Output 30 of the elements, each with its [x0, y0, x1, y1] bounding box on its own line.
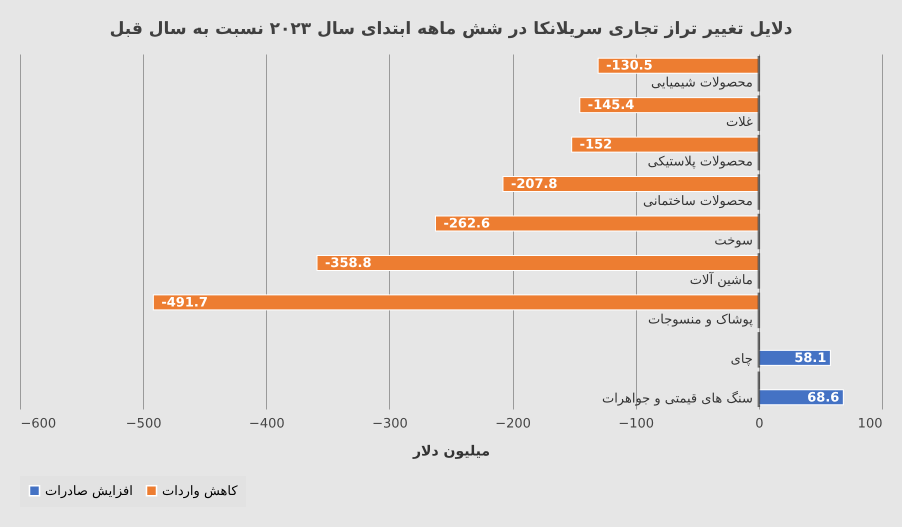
- x-tick-label: −100: [618, 416, 654, 432]
- y-tick-label: محصولات پلاستیکی: [648, 154, 753, 170]
- data-label: -262.6: [443, 216, 490, 232]
- y-tick-label: چای: [730, 352, 753, 367]
- legend-label: کاهش واردات: [162, 484, 238, 499]
- data-label: -152: [580, 138, 612, 153]
- y-tick-label: ماشین آلات: [690, 270, 753, 288]
- y-tick-label: غلات: [726, 115, 754, 130]
- data-label: -207.8: [510, 177, 558, 192]
- y-tick-label: سنگ های قیمتی و جواهرات: [602, 390, 753, 406]
- y-tick-label: محصولات شیمیایی: [651, 76, 753, 91]
- x-tick-label: 0: [755, 416, 764, 432]
- x-tick-label: 100: [858, 416, 882, 432]
- data-label: 68.6: [807, 390, 840, 406]
- x-axis-title: میلیون دلار: [412, 444, 490, 460]
- data-label: -491.7: [161, 295, 208, 310]
- x-tick-label: −600: [20, 416, 56, 432]
- y-tick-label: سوخت: [714, 234, 753, 248]
- data-label: -130.5: [606, 58, 653, 74]
- x-tick-label: −300: [372, 416, 408, 432]
- x-tick-label: −500: [126, 416, 162, 432]
- x-tick-label: −200: [495, 416, 531, 432]
- y-tick-label: پوشاک و منسوجات: [648, 312, 754, 328]
- x-tick-label: −400: [248, 416, 285, 432]
- legend-label: افزایش صادرات: [45, 484, 133, 499]
- chart-title: دلایل تغییر تراز تجاری سریلانکا در شش ماهه ابتدای سال ۲۰۲۳ نسبت به سال قبل: [110, 19, 793, 39]
- data-label: -145.4: [588, 98, 634, 114]
- y-tick-label: محصولات ساختمانی: [642, 194, 753, 210]
- data-label: -358.8: [325, 256, 372, 271]
- data-label: 58.1: [794, 350, 826, 366]
